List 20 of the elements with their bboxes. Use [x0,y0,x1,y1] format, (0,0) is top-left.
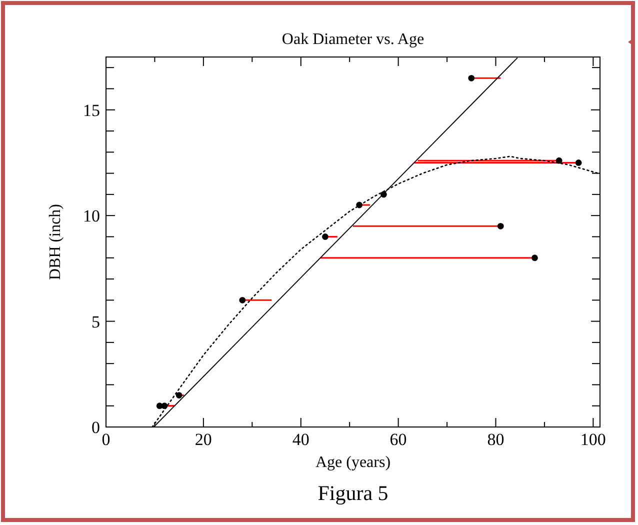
y-tick-label: 10 [83,206,100,226]
point [497,222,504,230]
point [322,234,328,240]
point [239,296,246,304]
point [532,254,538,262]
x-axis-title: Age (years) [315,454,391,471]
y-tick-label: 0 [92,418,100,437]
point [176,392,182,398]
y-tick-label: 5 [92,312,100,332]
point [468,74,475,82]
x-tick-label: 100 [580,430,606,449]
x-tick-label: 20 [194,430,212,449]
y-tick-label: 15 [83,100,100,120]
text: Figura 5 [318,481,388,505]
x-tick-label: 80 [487,430,504,449]
point [575,160,582,166]
y-axis-title: DBH (inch) [47,204,64,280]
chart-title: Oak Diameter vs. Age [282,31,424,48]
x-tick-label: 40 [292,430,310,449]
x-tick-label: 60 [390,430,407,449]
